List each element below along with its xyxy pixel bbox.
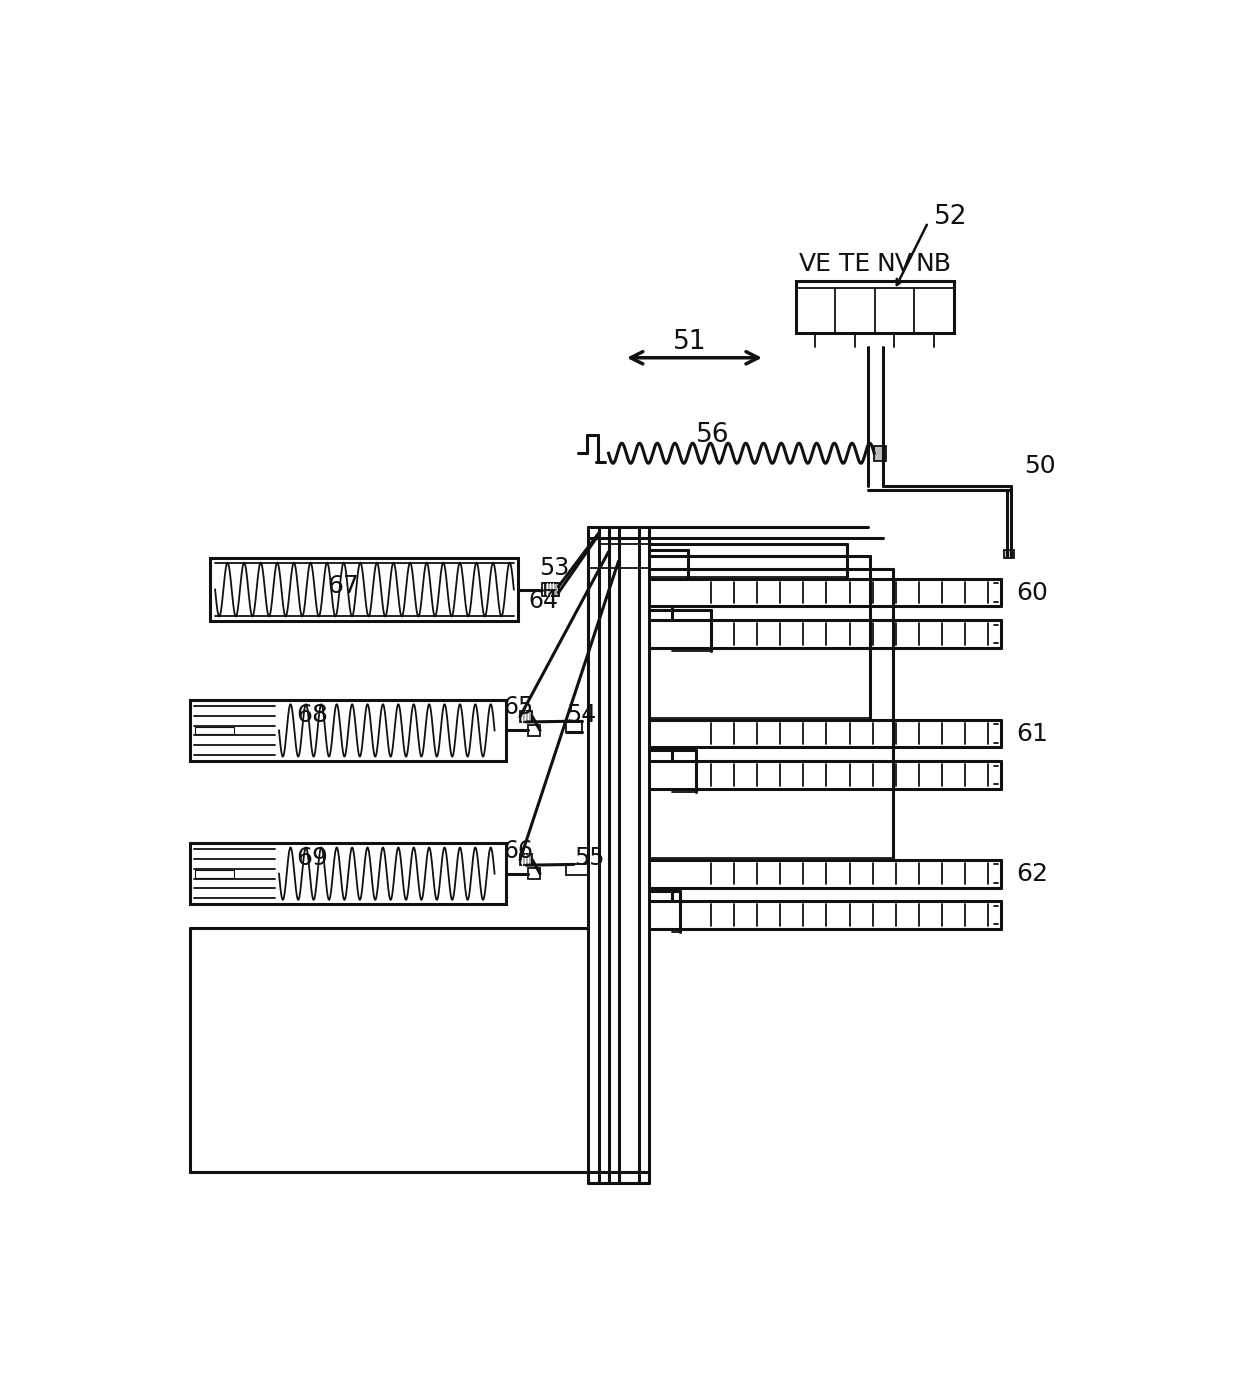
Text: NV: NV [877,252,913,275]
Bar [191,842,506,905]
Text: 50: 50 [1024,453,1056,478]
Bar [195,727,233,734]
Text: 62: 62 [1017,862,1049,885]
Text: 65: 65 [503,695,533,720]
Bar [211,557,518,621]
Bar [528,726,541,735]
Bar [520,855,532,865]
Text: NB: NB [916,252,952,275]
Bar [874,446,885,461]
Bar [528,869,541,878]
Bar [191,699,506,762]
Bar [544,584,558,596]
Text: VE: VE [799,252,832,275]
Bar [567,865,589,876]
Bar [542,584,556,596]
Text: 56: 56 [696,421,729,448]
Bar [195,870,233,877]
Text: 51: 51 [672,329,706,356]
Text: TE: TE [839,252,870,275]
Bar [567,721,582,733]
Text: 64: 64 [528,589,558,613]
Text: 55: 55 [574,847,605,870]
Bar [1003,550,1014,557]
Text: 61: 61 [1017,721,1049,745]
Bar [520,712,532,721]
Text: 54: 54 [567,703,596,727]
Text: 53: 53 [539,556,569,580]
Text: 67: 67 [327,574,358,599]
Bar [796,281,954,334]
Text: 66: 66 [503,838,533,863]
Text: 60: 60 [1017,581,1049,605]
Text: 52: 52 [934,204,967,229]
Text: 69: 69 [296,847,329,870]
Text: 68: 68 [296,703,329,727]
